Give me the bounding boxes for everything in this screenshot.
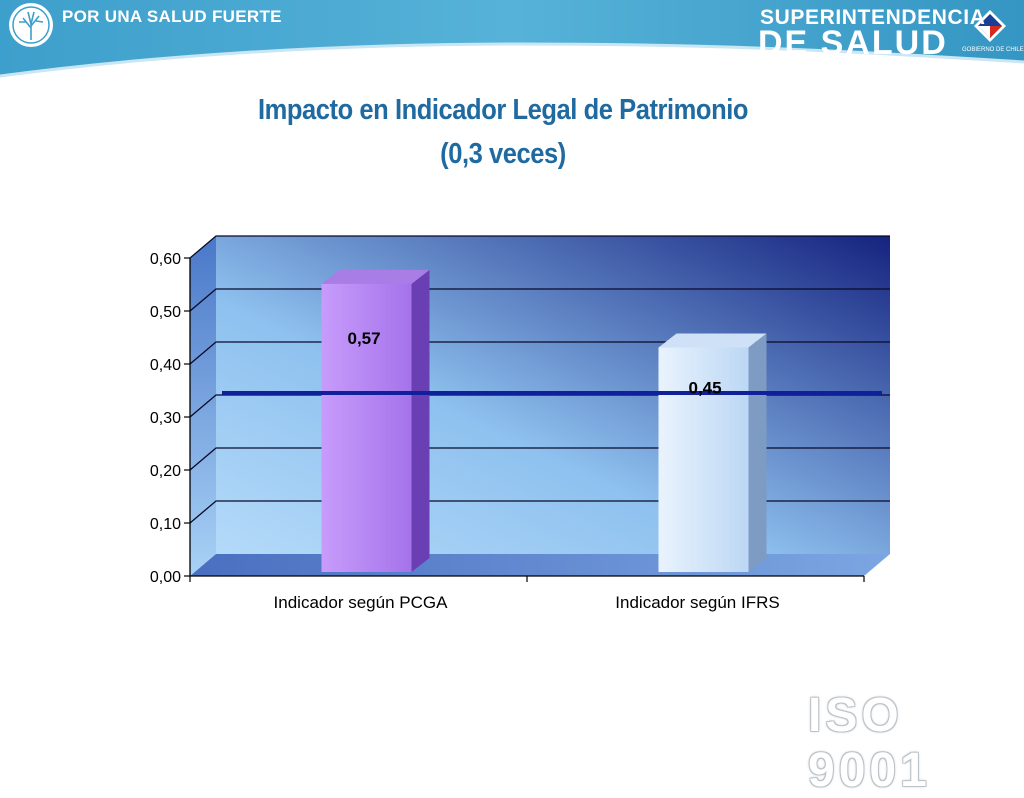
right-brand-line1: SUPERINTENDENCIA bbox=[760, 6, 986, 29]
bar-chart: 0,00 0,10 0,20 0,30 0,40 0,50 0,60 0,57 Indicad… bbox=[150, 235, 890, 612]
bar-side bbox=[411, 269, 430, 572]
y-tick-label: 0,40 bbox=[150, 357, 181, 374]
gov-label: GOBIERNO DE CHILE bbox=[962, 47, 1024, 53]
gridline bbox=[189, 288, 890, 312]
left-brand-text: POR UNA SALUD FUERTE bbox=[62, 7, 282, 26]
gridline bbox=[189, 235, 890, 259]
chile-flag-logo-icon bbox=[974, 10, 1006, 42]
y-tick-label: 0,60 bbox=[150, 251, 181, 268]
chart-title-line1: Impacto en Indicador Legal de Patrimonio bbox=[257, 94, 749, 126]
x-tick-label: Indicador según IFRS bbox=[615, 593, 779, 612]
y-tick-label: 0,20 bbox=[150, 463, 181, 480]
iso-watermark: ISO 9001 bbox=[808, 689, 931, 797]
y-tick-label: 0,10 bbox=[150, 516, 181, 533]
chart-title-line2: (0,3 veces) bbox=[440, 138, 566, 170]
gridline bbox=[189, 341, 890, 365]
bar-side bbox=[748, 333, 767, 572]
y-tick-label: 0,00 bbox=[150, 569, 181, 586]
data-label: 0,57 bbox=[348, 329, 381, 348]
plot-floor bbox=[190, 554, 890, 576]
bar bbox=[321, 283, 412, 572]
y-tick-label: 0,50 bbox=[150, 304, 181, 321]
bar-top bbox=[321, 269, 430, 284]
tree-logo-icon bbox=[9, 3, 53, 47]
bar bbox=[658, 347, 749, 572]
x-tick-label: Indicador según PCGA bbox=[274, 593, 449, 612]
data-label: 0,45 bbox=[689, 379, 722, 398]
y-tick-label: 0,30 bbox=[150, 410, 181, 427]
header-banner bbox=[0, 0, 1024, 78]
bar-top bbox=[658, 333, 767, 348]
right-brand-line2: DE SALUD bbox=[758, 24, 948, 62]
